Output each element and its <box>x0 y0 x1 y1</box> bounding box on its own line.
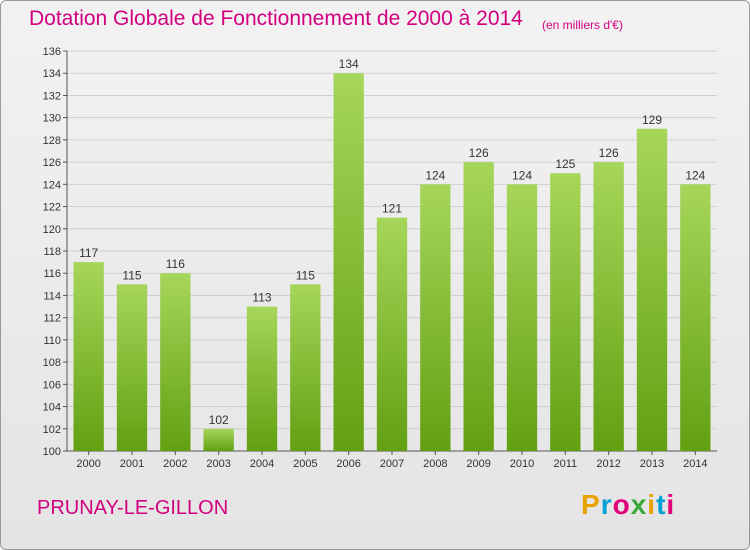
data-label: 115 <box>296 268 315 282</box>
data-label: 126 <box>599 146 619 160</box>
y-tick-label: 120 <box>43 224 61 236</box>
x-tick-label: 2006 <box>336 458 360 470</box>
bar <box>203 428 234 451</box>
logo-letter: r <box>600 489 613 520</box>
bar <box>420 184 451 452</box>
y-tick-label: 100 <box>43 446 61 458</box>
y-tick-label: 124 <box>43 179 61 191</box>
bars <box>73 73 711 452</box>
y-tick-label: 118 <box>43 246 61 258</box>
data-label: 121 <box>382 202 402 216</box>
bar <box>680 184 711 452</box>
logo-letter: t <box>656 489 667 520</box>
data-label: 113 <box>252 291 271 305</box>
data-label: 117 <box>79 246 98 260</box>
bar <box>160 273 191 451</box>
y-tick-label: 136 <box>43 46 61 58</box>
chart-title: Dotation Globale de Fonctionnement de 20… <box>29 7 523 30</box>
data-label: 124 <box>512 168 532 182</box>
bar <box>550 173 581 451</box>
x-tick-label: 2011 <box>554 458 578 470</box>
x-tick-label: 2010 <box>510 458 534 470</box>
data-label: 129 <box>642 113 662 127</box>
y-tick-label: 102 <box>43 424 61 436</box>
bar <box>376 217 408 451</box>
x-tick-label: 2005 <box>293 458 317 470</box>
x-tick-label: 2002 <box>163 458 187 470</box>
bar <box>333 73 364 451</box>
bar <box>246 306 278 451</box>
y-tick-label: 126 <box>43 157 61 169</box>
data-label: 116 <box>166 257 185 271</box>
data-label: 126 <box>469 146 489 160</box>
data-label: 134 <box>339 57 359 71</box>
data-label: 124 <box>685 168 705 182</box>
y-tick-label: 112 <box>43 313 61 325</box>
logo-letter: x <box>630 489 648 520</box>
logo-letter: P <box>581 489 601 520</box>
logo-letter: i <box>647 489 657 520</box>
proxiti-logo: Proxiti <box>581 489 675 521</box>
x-tick-label: 2013 <box>640 458 664 470</box>
y-tick-label: 110 <box>43 335 61 347</box>
x-tick-label: 2001 <box>120 458 144 470</box>
bar <box>636 128 668 451</box>
logo-letter: i <box>666 489 676 520</box>
bar <box>463 162 494 451</box>
y-tick-label: 106 <box>43 379 61 391</box>
x-tick-label: 2012 <box>596 458 620 470</box>
y-tick-label: 122 <box>43 202 61 214</box>
x-tick-label: 2007 <box>380 458 404 470</box>
y-tick-label: 104 <box>43 402 61 414</box>
bar <box>73 262 104 451</box>
y-tick-label: 116 <box>43 268 61 280</box>
y-tick-label: 130 <box>43 113 61 125</box>
chart-subtitle: (en milliers d'€) <box>542 18 623 32</box>
bar <box>290 284 321 451</box>
x-tick-label: 2003 <box>206 458 230 470</box>
y-tick-label: 108 <box>43 357 61 369</box>
labels: 100 102 104 106 108 110 112 114 116 118 120 122 124 1… <box>43 46 708 470</box>
city-name: PRUNAY-LE-GILLON <box>37 497 229 519</box>
x-tick-label: 2009 <box>466 458 490 470</box>
x-tick-label: 2004 <box>250 458 274 470</box>
x-tick-label: 2000 <box>76 458 100 470</box>
x-tick-label: 2014 <box>683 458 707 470</box>
data-label: 125 <box>555 157 575 171</box>
bar <box>593 162 624 451</box>
y-tick-label: 114 <box>43 290 61 302</box>
x-tick-label: 2008 <box>423 458 447 470</box>
y-tick-label: 132 <box>43 90 61 102</box>
bar <box>506 184 538 452</box>
y-tick-label: 134 <box>43 68 61 80</box>
data-label: 102 <box>209 413 229 427</box>
data-label: 115 <box>122 268 141 282</box>
logo-letter: o <box>612 489 631 520</box>
y-tick-label: 128 <box>43 135 61 147</box>
bar <box>116 284 148 451</box>
data-label: 124 <box>425 168 445 182</box>
